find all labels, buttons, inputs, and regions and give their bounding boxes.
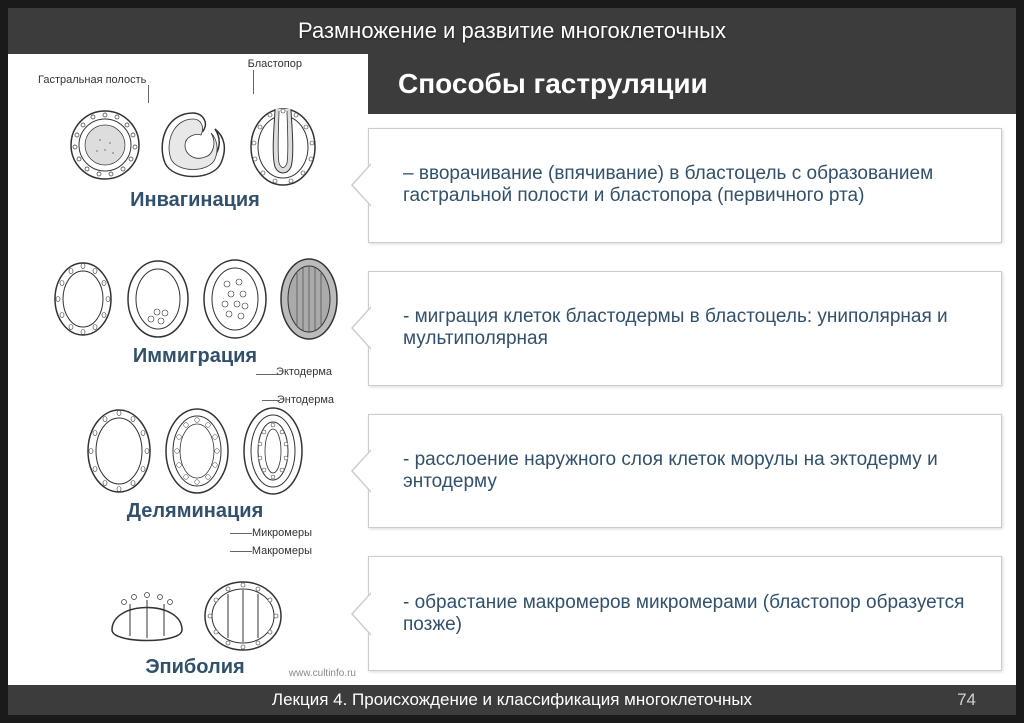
diagrams-panel: Бластопор Гастральная полость (8, 54, 368, 685)
content-area: Бластопор Гастральная полость (8, 54, 1016, 685)
header-bar: Размножение и развитие многоклеточных (8, 8, 1016, 54)
diagram-row (49, 255, 341, 343)
diagram-row (102, 576, 288, 654)
label-immigration: Иммиграция (133, 345, 257, 368)
del-stage-2 (161, 405, 233, 497)
diagram-delamination: Эктодерма Энтодерма (28, 370, 362, 526)
inv-stage-1 (65, 105, 145, 185)
diagram-epiboly: Микромеры Макромеры (28, 525, 362, 681)
frame-bottom (0, 715, 1024, 723)
annot-ectoderm: Эктодерма (276, 366, 332, 378)
ann-line-6 (230, 551, 252, 552)
main-title-text: Способы гаструляции (398, 68, 708, 99)
label-delamination: Деляминация (127, 500, 264, 523)
footer-page-number: 74 (957, 690, 976, 710)
label-epiboly: Эпиболия (145, 656, 244, 679)
header-title: Размножение и развитие многоклеточных (298, 18, 726, 44)
diagram-immigration: Иммиграция (28, 214, 362, 370)
footer-bar: Лекция 4. Происхождение и классификация … (8, 685, 1016, 715)
definition-text: - расслоение наружного слоя клеток морул… (403, 449, 983, 493)
frame-top (0, 0, 1024, 8)
definition-invagination: – вворачивание (впячивание) в бластоцель… (368, 128, 1002, 243)
diagram-row (83, 404, 307, 498)
definition-text: – вворачивание (впячивание) в бластоцель… (403, 163, 983, 207)
definition-text: - обрастание макромеров микромерами (бла… (403, 592, 983, 636)
imm-stage-1 (49, 259, 117, 339)
label-invagination: Инвагинация (130, 189, 260, 212)
definitions-list: – вворачивание (впячивание) в бластоцель… (368, 114, 1016, 685)
ann-line-2 (148, 85, 149, 103)
definition-text: - миграция клеток бластодермы в бластоце… (403, 306, 983, 350)
ann-line-5 (230, 533, 252, 534)
frame-right (1016, 0, 1024, 723)
inv-stage-2 (151, 105, 235, 185)
imm-stage-2 (123, 257, 193, 341)
ann-line-4 (262, 400, 280, 401)
footer-lecture: Лекция 4. Происхождение и классификация … (272, 690, 752, 710)
ann-line-1 (253, 70, 254, 94)
ann-line-3 (256, 374, 280, 375)
diagram-invagination: Бластопор Гастральная полость (28, 58, 362, 214)
imm-stage-4 (277, 255, 341, 343)
frame-left (0, 0, 8, 723)
epi-stage-2 (198, 576, 288, 654)
diagram-row (65, 103, 325, 187)
imm-stage-3 (199, 256, 271, 342)
attribution: www.cultinfo.ru (289, 668, 356, 679)
definition-delamination: - расслоение наружного слоя клеток морул… (368, 414, 1002, 529)
definition-epiboly: - обрастание макромеров микромерами (бла… (368, 556, 1002, 671)
epi-stage-1 (102, 578, 192, 652)
definition-immigration: - миграция клеток бластодермы в бластоце… (368, 271, 1002, 386)
del-stage-1 (83, 406, 155, 496)
definitions-panel: Способы гаструляции – вворачивание (впяч… (368, 54, 1016, 685)
main-title: Способы гаструляции (368, 54, 1016, 114)
annot-blastopore: Бластопор (248, 58, 302, 70)
inv-stage-3 (241, 103, 325, 187)
annot-macromeres: Макромеры (252, 545, 312, 557)
annot-micromeres: Микромеры (252, 527, 312, 539)
del-stage-3 (239, 404, 307, 498)
annot-gastral-cavity: Гастральная полость (38, 74, 146, 86)
